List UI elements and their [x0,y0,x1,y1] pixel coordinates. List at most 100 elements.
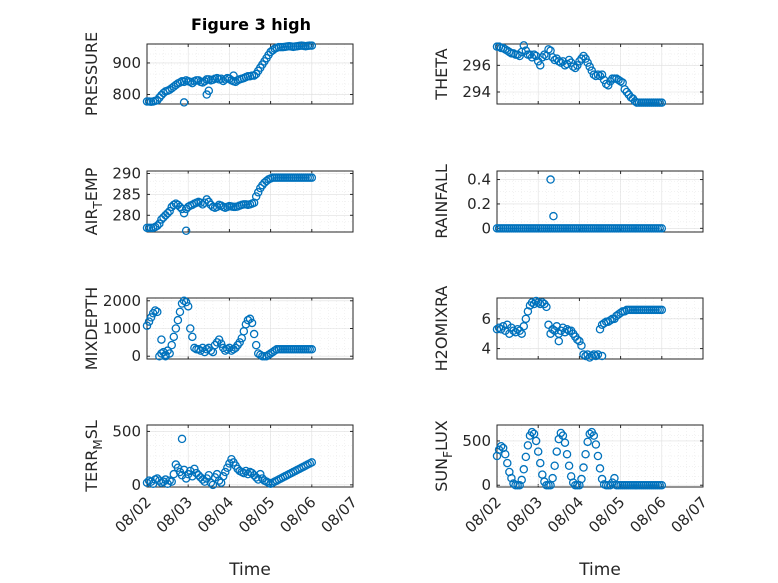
subplot-grid: 800 900 PRESSURE 294 296 THETA 280 285 290 AIRTEM… [82,32,711,580]
data-point [179,296,189,306]
data-point [253,188,263,197]
y-tick-label: 900 [112,54,141,72]
data-point [523,441,533,450]
data-point [153,95,162,105]
data-point [503,458,512,468]
data-point [202,195,211,204]
data-point [533,298,543,307]
y-tick-label: 500 [112,422,141,440]
data-point [564,55,574,65]
data-point [546,175,555,184]
data-point [181,226,191,235]
data-point [208,480,218,490]
y-tick-label: 0 [481,219,491,237]
data-point [221,75,230,84]
data-point [163,208,172,218]
data-point [657,480,667,490]
data-point [531,436,541,446]
data-point [544,45,553,54]
data-point [181,297,191,307]
data-point [204,86,214,95]
x-tick-label: 08/06 [626,493,669,536]
data-point [155,476,164,485]
data-point [593,70,603,79]
data-point [256,350,265,360]
data-point [550,461,559,470]
data-point [593,451,603,461]
x-tick-label: 08/03 [153,493,196,536]
data-point [589,431,599,440]
data-point [144,317,154,326]
y-tick-label: 290 [112,165,141,183]
data-point [155,219,164,228]
data-point [616,77,625,86]
data-point [591,71,601,81]
data-point [521,314,531,324]
y-tick-label: 0 [131,476,141,494]
data-point [585,429,594,439]
data-point [179,98,189,107]
data-point [657,224,667,233]
data-point [597,474,607,484]
data-point [171,324,181,333]
data-point [157,335,166,344]
y-axis-label: THETA [432,48,451,100]
x-tick-label: 08/04 [194,493,237,536]
data-point [517,329,526,338]
data-point [221,467,230,477]
data-point [167,340,176,350]
data-point [577,474,586,484]
data-point [657,305,667,315]
data-point [165,206,174,216]
figure-title: Figure 3 high [191,15,311,34]
data-point [253,475,263,484]
x-axis-label: Time [578,560,621,580]
data-point [177,434,187,444]
y-tick-label: 0.4 [467,171,491,189]
data-point [593,350,603,359]
subplot-sun_flux: 0 500 SUNFLUX 08/0208/0308/0408/0508/0608/0… [432,420,711,580]
y-axis-label: TERRMSL [82,420,105,493]
data-point [167,477,176,486]
data-point [587,66,597,75]
data-point [186,77,195,87]
data-point [229,71,238,80]
data-point [517,475,526,485]
data-point [527,53,537,62]
data-point [521,452,531,462]
data-point [216,201,226,210]
data-point [597,351,607,361]
data-point [169,332,179,342]
data-point [190,464,199,474]
data-point [562,324,572,334]
subplot-terr_msl: 0 500 TERRMSL 08/0208/0308/0408/0508/0608/0… [82,420,361,580]
data-point [581,351,590,361]
data-point [223,463,232,473]
data-point [577,341,586,350]
data-point [657,98,667,107]
data-point [212,202,222,212]
data-point [589,350,599,359]
y-axis-label: AIRTEMP [82,167,105,235]
data-point [155,93,164,102]
data-point [525,50,535,59]
data-point [562,449,572,459]
data-point [603,81,613,90]
data-point [581,449,590,459]
data-point [548,473,557,483]
y-tick-label: 800 [112,86,141,104]
data-point [585,62,594,71]
data-point [587,351,597,361]
data-point [150,306,160,315]
data-point [620,85,629,94]
data-point [198,343,207,353]
data-point [591,440,601,449]
axes-border [496,43,704,105]
data-point [146,313,156,322]
data-point [509,326,518,335]
data-point [496,442,506,451]
y-axis-label: PRESSURE [82,32,101,116]
data-point [198,475,207,484]
